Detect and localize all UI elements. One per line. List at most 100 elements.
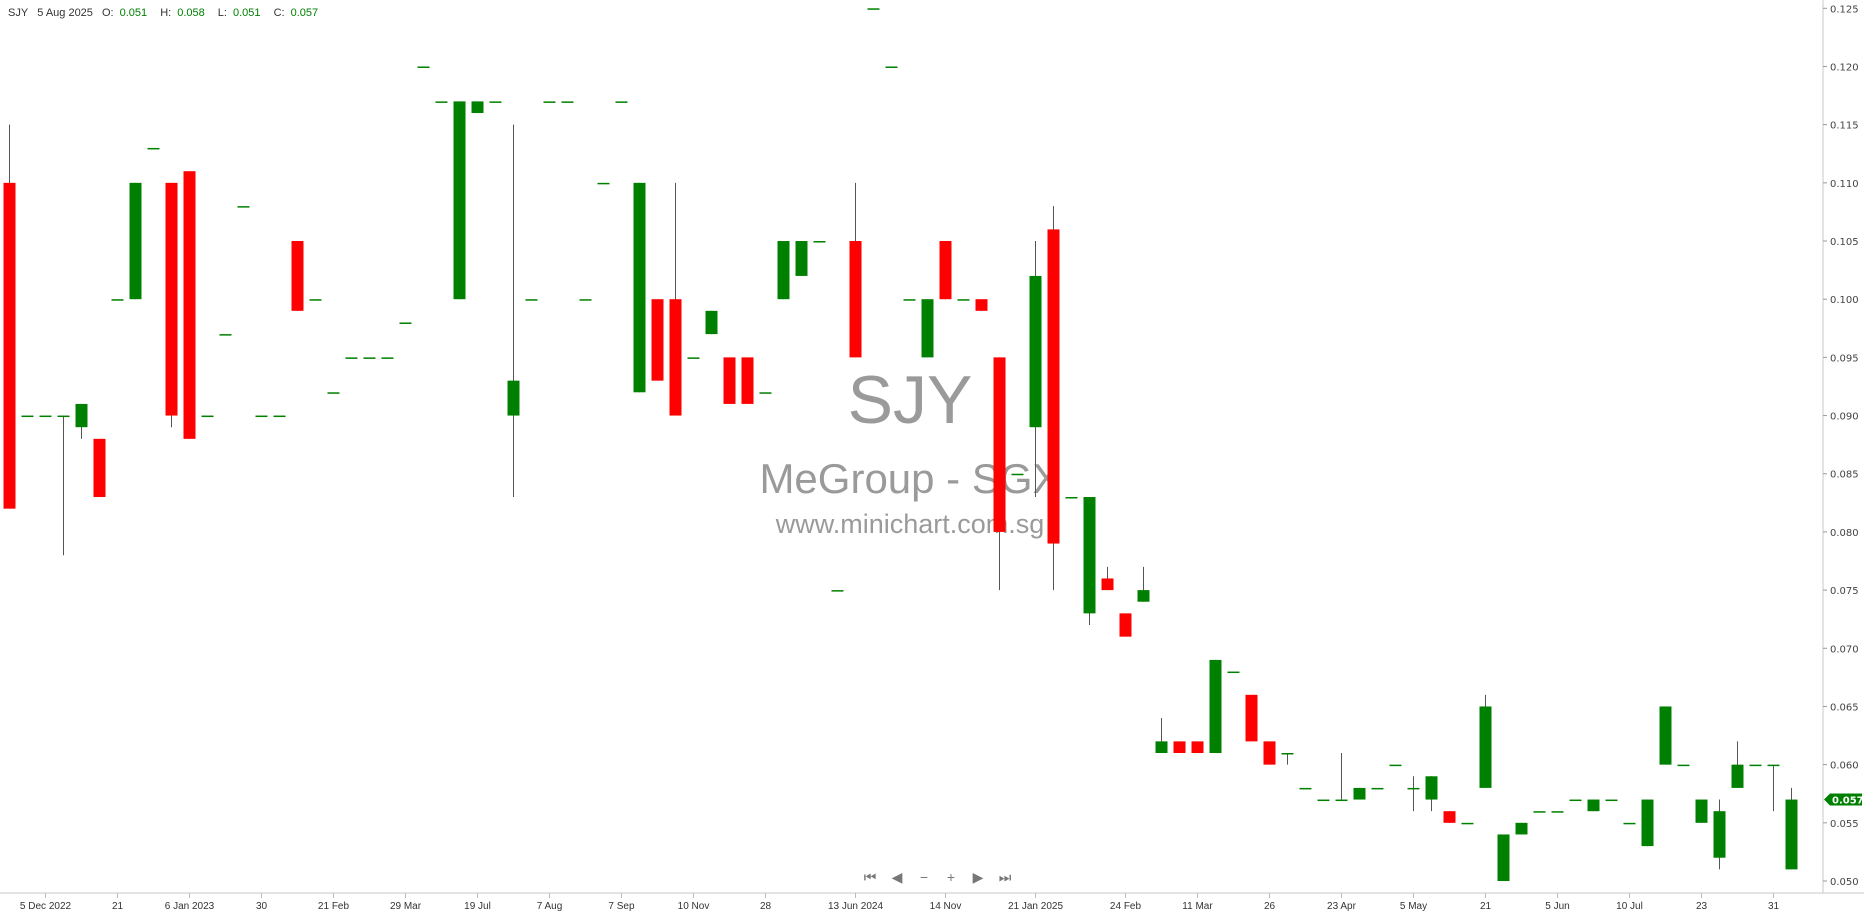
candle[interactable]	[1335, 753, 1348, 802]
candle[interactable]	[1281, 753, 1294, 765]
candle[interactable]	[1191, 741, 1204, 754]
candle[interactable]	[1371, 787, 1384, 790]
candle[interactable]	[129, 182, 142, 300]
candle[interactable]	[993, 357, 1006, 591]
candle[interactable]	[1749, 764, 1762, 767]
candle[interactable]	[921, 299, 934, 358]
candle[interactable]	[1659, 706, 1672, 765]
candle[interactable]	[849, 182, 862, 358]
candle[interactable]	[1623, 822, 1636, 825]
candle[interactable]	[1155, 718, 1168, 754]
candle[interactable]	[615, 101, 628, 103]
candle[interactable]	[1515, 822, 1528, 835]
candle[interactable]	[1389, 764, 1402, 767]
candle[interactable]	[471, 101, 484, 114]
candle[interactable]	[795, 241, 808, 276]
candle[interactable]	[1695, 799, 1708, 823]
candle[interactable]	[75, 403, 88, 439]
candle[interactable]	[39, 415, 52, 418]
candle[interactable]	[975, 299, 988, 311]
candle[interactable]	[543, 101, 556, 103]
candle[interactable]	[957, 299, 970, 301]
candle[interactable]	[1137, 566, 1150, 602]
candle[interactable]	[237, 206, 250, 208]
candle[interactable]	[741, 357, 754, 404]
candle[interactable]	[867, 8, 880, 10]
candle[interactable]	[399, 322, 412, 324]
candle[interactable]	[1785, 787, 1798, 870]
candle[interactable]	[3, 124, 16, 509]
candle[interactable]	[147, 147, 160, 150]
candle[interactable]	[1011, 473, 1024, 476]
candle[interactable]	[309, 299, 322, 301]
candle[interactable]	[1173, 741, 1186, 754]
candle[interactable]	[273, 415, 286, 418]
candle[interactable]	[813, 241, 826, 243]
candle[interactable]	[93, 438, 106, 498]
candle[interactable]	[57, 415, 70, 556]
candle[interactable]	[1065, 497, 1078, 499]
candle[interactable]	[1713, 799, 1726, 870]
candle[interactable]	[525, 299, 538, 301]
candle[interactable]	[1587, 799, 1600, 812]
candle[interactable]	[1353, 787, 1366, 800]
candle[interactable]	[1209, 659, 1222, 754]
candle[interactable]	[597, 182, 610, 185]
candle[interactable]	[1263, 741, 1276, 765]
candle[interactable]	[885, 66, 898, 68]
candle[interactable]	[1641, 799, 1654, 847]
candle[interactable]	[633, 182, 646, 393]
candle[interactable]	[1299, 787, 1312, 790]
candle[interactable]	[939, 241, 952, 300]
candle[interactable]	[453, 101, 466, 300]
candle[interactable]	[1533, 811, 1546, 813]
candle[interactable]	[507, 124, 520, 498]
candle[interactable]	[1101, 566, 1114, 591]
candle[interactable]	[1677, 764, 1690, 767]
candle[interactable]	[1227, 671, 1240, 674]
candle[interactable]	[435, 101, 448, 103]
candle[interactable]	[219, 334, 232, 336]
candle[interactable]	[291, 241, 304, 311]
candle[interactable]	[831, 590, 844, 592]
candle[interactable]	[1425, 776, 1438, 812]
candle[interactable]	[1083, 497, 1096, 626]
candle[interactable]	[777, 241, 790, 300]
last-icon[interactable]: ⏭	[998, 869, 1012, 885]
candle[interactable]	[723, 357, 736, 404]
candle[interactable]	[1479, 694, 1492, 788]
candle[interactable]	[579, 299, 592, 301]
candle[interactable]	[1245, 694, 1258, 742]
candle[interactable]	[1497, 834, 1510, 881]
candle[interactable]	[561, 101, 574, 103]
candle[interactable]	[759, 392, 772, 394]
candle[interactable]	[1407, 776, 1420, 812]
next-icon[interactable]: ▶	[972, 869, 984, 885]
candle[interactable]	[1443, 811, 1456, 823]
candle[interactable]	[669, 182, 682, 416]
candle[interactable]	[489, 101, 502, 103]
candle[interactable]	[1605, 799, 1618, 802]
candle[interactable]	[165, 182, 178, 428]
candle[interactable]	[1551, 811, 1564, 813]
prev-icon[interactable]: ◀	[891, 869, 903, 885]
candle[interactable]	[201, 415, 214, 418]
candle[interactable]	[417, 66, 430, 68]
candle[interactable]	[111, 299, 124, 301]
candle[interactable]	[1047, 206, 1060, 591]
candle[interactable]	[381, 357, 394, 359]
candle[interactable]	[1029, 241, 1042, 498]
candle[interactable]	[327, 392, 340, 394]
candle[interactable]	[1767, 764, 1780, 812]
candle[interactable]	[1317, 799, 1330, 802]
zoom-out-icon[interactable]: −	[919, 869, 929, 885]
candle[interactable]	[651, 299, 664, 381]
candle[interactable]	[1119, 613, 1132, 637]
candle[interactable]	[687, 357, 700, 359]
candle[interactable]	[21, 415, 34, 418]
candle[interactable]	[1731, 741, 1744, 788]
first-icon[interactable]: ⏮	[863, 869, 877, 885]
zoom-in-icon[interactable]: +	[946, 869, 956, 885]
candle[interactable]	[705, 310, 718, 335]
